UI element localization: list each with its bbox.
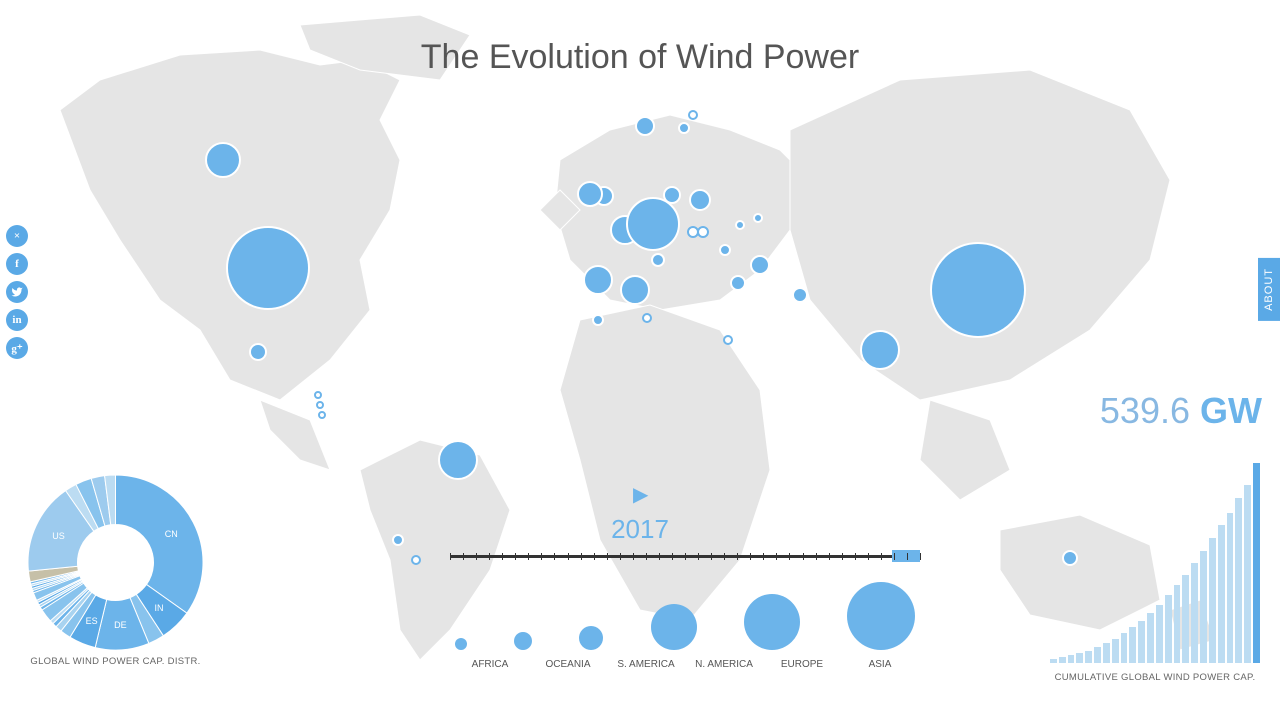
map-bubble[interactable] [689,189,711,211]
bar [1138,621,1145,663]
total-capacity-stat: 539.6 GW [1100,390,1262,432]
bar [1200,551,1207,663]
map-bubble[interactable] [688,110,698,120]
legend-label: EUROPE [767,659,837,670]
map-bubble[interactable] [314,391,322,399]
play-button[interactable]: ▶ [633,482,648,507]
map-bubble[interactable] [723,335,733,345]
page-title: The Evolution of Wind Power [0,38,1280,77]
map-bubble[interactable] [626,197,680,251]
legend-bubble [651,604,697,650]
bar [1129,627,1136,663]
map-bubble[interactable] [592,314,604,326]
donut-caption: GLOBAL WIND POWER CAP. DISTR. [28,656,203,667]
bar [1182,575,1189,663]
map-bubble[interactable] [730,275,746,291]
bar [1103,643,1110,663]
bar [1253,463,1260,663]
bar [1165,595,1172,663]
twitter-icon[interactable] [6,281,28,303]
bar [1227,513,1234,663]
map-bubble[interactable] [635,116,655,136]
bar [1112,639,1119,663]
map-bubble[interactable] [642,313,652,323]
bar [1076,653,1083,663]
legend-label: ASIA [845,659,915,670]
bar [1244,485,1251,663]
bar [1147,613,1154,663]
map-bubble[interactable] [651,253,665,267]
map-bubble[interactable] [226,226,310,310]
map-bubble[interactable] [678,122,690,134]
bar [1085,651,1092,663]
bar [1050,659,1057,663]
map-bubble[interactable] [735,220,745,230]
bar [1068,655,1075,663]
map-bubble[interactable] [316,401,324,409]
bar [1094,647,1101,663]
stat-unit: GW [1200,390,1262,431]
facebook-icon[interactable]: f [6,253,28,275]
map-bubble[interactable] [750,255,770,275]
map-bubble[interactable] [930,242,1026,338]
legend-bubble [455,638,467,650]
map-bubble[interactable] [318,411,326,419]
linkedin-icon[interactable]: in [6,309,28,331]
continent-legend: AFRICA OCEANIA S. AMERICA N. AMERICA EUROPE A… [450,580,920,670]
map-bubble[interactable] [438,440,478,480]
bar [1235,498,1242,663]
map-bubble[interactable] [663,186,681,204]
legend-bubble [847,582,915,650]
stat-value: 539.6 [1100,390,1190,431]
close-icon[interactable]: × [6,225,28,247]
legend-label: N. AMERICA [689,659,759,670]
bar-chart-caption: CUMULATIVE GLOBAL WIND POWER CAP. [1050,672,1260,683]
timeline-slider[interactable] [450,555,920,558]
bar [1174,585,1181,663]
map-bubble[interactable] [860,330,900,370]
map-bubble[interactable] [792,287,808,303]
map-bubble[interactable] [753,213,763,223]
social-rail: × f in g⁺ [6,225,28,359]
legend-label: S. AMERICA [611,659,681,670]
map-bubble[interactable] [583,265,613,295]
bar [1121,633,1128,663]
about-tab[interactable]: ABOUT [1258,258,1280,321]
map-bubble[interactable] [697,226,709,238]
bar [1059,657,1066,663]
map-bubble[interactable] [719,244,731,256]
map-bubble[interactable] [620,275,650,305]
legend-bubble [579,626,603,650]
bar [1191,563,1198,663]
legend-bubble [514,632,532,650]
legend-bubble [744,594,800,650]
google-plus-icon[interactable]: g⁺ [6,337,28,359]
bar [1218,525,1225,663]
donut-chart: CNINDEESUS GLOBAL WIND POWER CAP. DISTR. [28,475,203,667]
legend-label: AFRICA [455,659,525,670]
cumulative-bar-chart [1050,463,1260,663]
legend-label: OCEANIA [533,659,603,670]
map-bubble[interactable] [577,181,603,207]
map-bubble[interactable] [249,343,267,361]
bar [1156,605,1163,663]
map-bubble[interactable] [411,555,421,565]
map-bubble[interactable] [205,142,241,178]
bar [1209,538,1216,663]
